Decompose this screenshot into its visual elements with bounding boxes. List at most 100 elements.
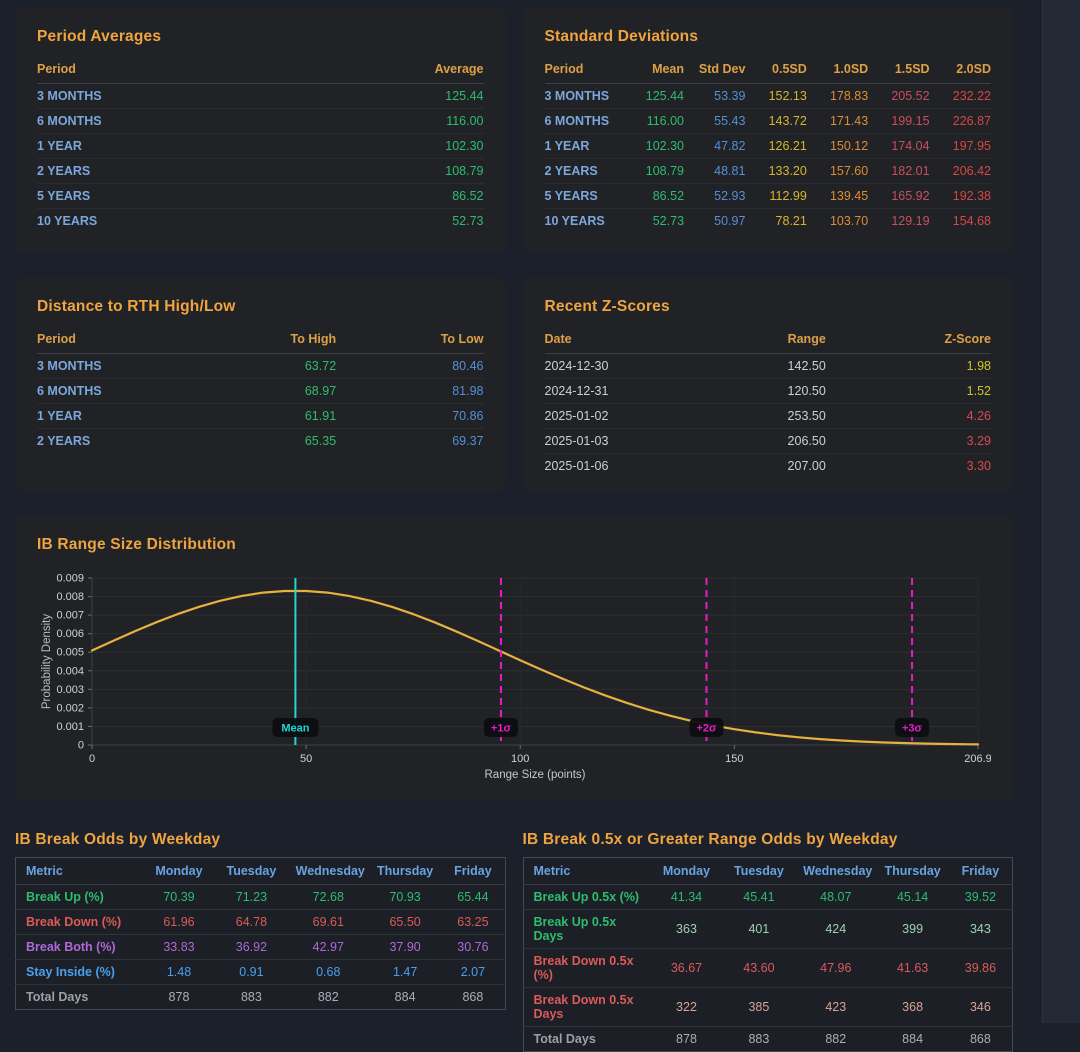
table-cell: 70.86 [336, 403, 484, 429]
table-header-row: Date Range Z-Score [544, 328, 991, 354]
table-row: 10 YEARS 52.73 [37, 209, 484, 234]
recent-z-scores-table: Date Range Z-Score 2024-12-30 142.50 1.98 2024… [544, 328, 991, 478]
table-cell: 116.00 [622, 108, 685, 134]
table-cell: 253.50 [700, 403, 826, 429]
y-tick-label: 0.007 [56, 610, 84, 622]
table-cell: 150.12 [806, 133, 869, 159]
table-cell: 174.04 [868, 133, 930, 159]
table-cell: 207.00 [787, 459, 826, 473]
table-cell: 424 [795, 909, 877, 949]
table-cell: 36.67 [650, 948, 723, 988]
table-cell: 1 YEAR [544, 133, 623, 159]
table-cell: 52.73 [452, 214, 484, 228]
table-cell: 39.86 [948, 948, 1013, 988]
table-cell: 72.68 [287, 884, 369, 910]
table-cell: 883 [748, 1032, 770, 1046]
period-averages-title: Period Averages [37, 28, 162, 45]
y-axis-label: Probability Density [41, 614, 53, 709]
table-row: 2024-12-30 142.50 1.98 [544, 353, 991, 379]
scrollbar-track[interactable] [1042, 0, 1080, 1023]
ib-break-05x-odds-title: IB Break 0.5x or Greater Range Odds by W… [522, 831, 898, 848]
column-header: Thursday [876, 857, 949, 885]
metric-label: Break Down (%) [15, 909, 143, 935]
marker-chip [272, 718, 319, 737]
table-cell: 882 [825, 1032, 847, 1046]
table-row: Break Down (%) 61.96 64.78 69.61 65.50 63.25 [15, 909, 505, 935]
table-row: Break Up (%) 70.39 71.23 72.68 70.93 65.44 [15, 884, 505, 910]
table-cell: 65.35 [304, 434, 337, 448]
y-tick-label: 0 [78, 740, 84, 752]
column-header: 1.0SD [806, 58, 869, 84]
table-cell: 143.72 [745, 108, 807, 134]
table-cell: 139.45 [806, 183, 869, 209]
y-tick-label: 0.008 [56, 591, 84, 603]
column-header: Wednesday [287, 857, 369, 885]
table-cell: 69.61 [287, 909, 369, 935]
table-cell: 71.23 [215, 884, 288, 910]
stats-row-middle: Distance to RTH High/Low Period To High To… [15, 278, 1013, 491]
table-row: 2 YEARS 108.79 [37, 158, 484, 184]
column-header: Tuesday [215, 857, 288, 885]
table-cell: 1 YEAR [37, 403, 189, 429]
table-cell: 343 [948, 909, 1013, 949]
table-row: Total Days 878 883 882 884 868 [16, 985, 506, 1010]
table-cell: 157.60 [806, 158, 869, 184]
table-cell: 53.39 [684, 83, 746, 109]
column-header: Average [260, 58, 484, 84]
table-cell: 33.83 [142, 934, 216, 960]
table-cell: 41.63 [876, 948, 949, 988]
table-row: Stay Inside (%) 1.48 0.91 0.68 1.47 2.07 [15, 959, 505, 985]
table-cell: 882 [317, 990, 339, 1004]
table-cell: 6 MONTHS [37, 108, 261, 134]
table-cell: 346 [948, 987, 1013, 1027]
table-row: 2025-01-03 206.50 3.29 [544, 428, 991, 454]
standard-deviations-title: Standard Deviations [544, 28, 699, 45]
table-cell: 1.48 [142, 959, 216, 985]
table-cell: 3 MONTHS [37, 83, 261, 109]
ib-range-distribution-title: IB Range Size Distribution [37, 536, 236, 553]
table-cell: 322 [650, 987, 723, 1027]
y-tick-label: 0.004 [56, 665, 84, 677]
table-cell: 41.34 [650, 884, 723, 910]
table-cell: 368 [876, 987, 949, 1027]
metric-label: Total Days [26, 990, 89, 1004]
table-cell: 45.41 [722, 884, 796, 910]
ib-break-odds-table: Metric Monday Tuesday Wednesday Thursday Frid… [15, 857, 506, 1010]
table-row: 6 MONTHS 116.00 55.43 143.72 171.43 199.15 226… [544, 108, 991, 134]
table-row: 10 YEARS 52.73 50.97 78.21 103.70 129.19 154.6… [545, 209, 992, 234]
table-cell: 154.68 [952, 214, 991, 228]
distribution-plot: 0 0.001 0.002 0.003 0.004 0.005 0.006 0.007 0.00… [41, 573, 991, 782]
table-row: 5 YEARS 86.52 [37, 183, 484, 209]
table-row: 2 YEARS 65.35 69.37 [37, 429, 484, 454]
table-cell: 125.44 [622, 83, 685, 109]
table-cell: 0.68 [287, 959, 369, 985]
table-row: 6 MONTHS 68.97 81.98 [37, 378, 484, 404]
table-cell: 52.73 [652, 214, 685, 228]
table-cell: 206.50 [700, 428, 826, 454]
table-row: 2024-12-31 120.50 1.52 [544, 378, 991, 404]
metric-label: Break Up (%) [15, 884, 143, 910]
table-cell: 69.37 [452, 434, 484, 448]
recent-z-scores-card: Recent Z-Scores Date Range Z-Score 2024-12-… [522, 278, 1013, 491]
ib-break-odds-section: IB Break Odds by Weekday Metric Monday Tue… [15, 831, 506, 1052]
table-cell: 78.21 [775, 214, 807, 228]
table-row: Break Both (%) 33.83 36.92 42.97 37.90 30.76 [15, 934, 505, 960]
table-cell: 5 YEARS [37, 183, 261, 209]
metric-label: Stay Inside (%) [15, 959, 143, 985]
table-cell: 883 [240, 990, 262, 1004]
table-cell: 1.47 [368, 959, 442, 985]
table-cell: 30.76 [441, 934, 505, 960]
stats-row-top: Period Averages Period Average 3 MONTHS 125… [15, 8, 1013, 252]
x-axis-label: Range Size (points) [485, 769, 586, 781]
table-cell: 2025-01-03 [544, 428, 701, 454]
table-cell: 64.78 [215, 909, 288, 935]
metric-label: Break Up 0.5x Days [523, 909, 651, 949]
table-row: Break Down 0.5x (%) 36.67 43.60 47.96 41.63 3… [523, 948, 1013, 988]
table-row: 5 YEARS 86.52 52.93 112.99 139.45 165.92 192.3… [544, 183, 991, 209]
table-cell: 199.15 [868, 108, 930, 134]
metric-label: Break Both (%) [15, 934, 143, 960]
table-cell: 102.30 [260, 133, 484, 159]
table-cell: 65.44 [441, 884, 505, 910]
table-cell: 232.22 [929, 83, 991, 109]
dashboard-content: Period Averages Period Average 3 MONTHS 125… [15, 8, 1013, 1052]
